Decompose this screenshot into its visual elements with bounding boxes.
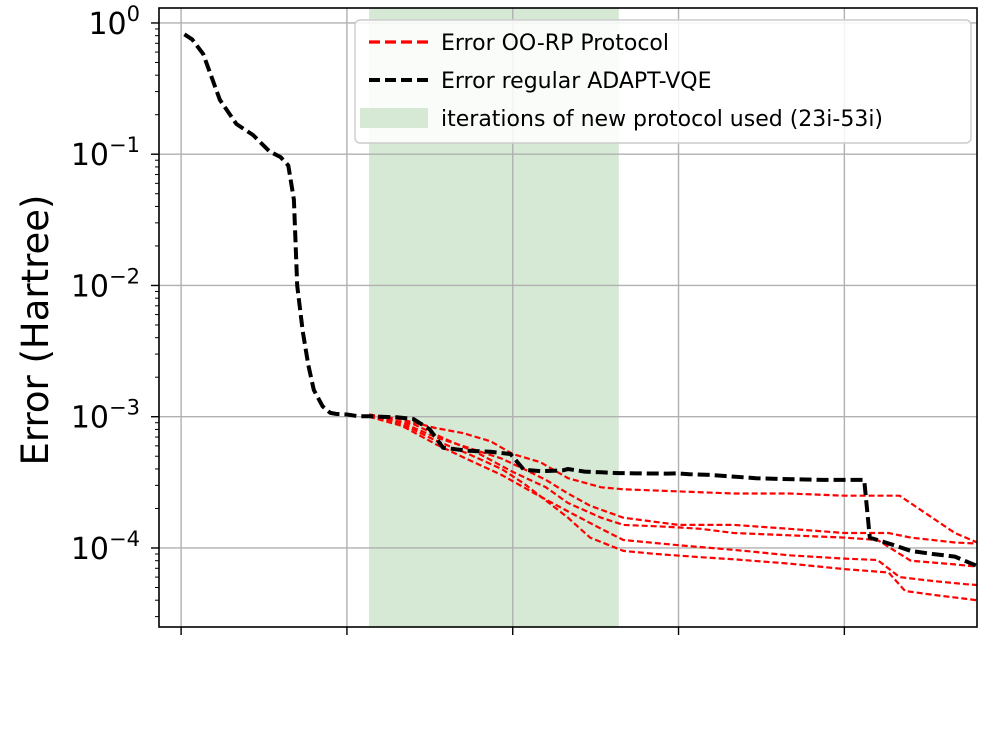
y-tick-label: 10−4 bbox=[71, 527, 140, 567]
series-layer bbox=[183, 32, 977, 602]
series-oo-rp-run-1 bbox=[368, 414, 977, 545]
y-tick-label: 10−2 bbox=[71, 264, 140, 304]
legend-label-region: iterations of new protocol used (23i-53i… bbox=[441, 107, 883, 132]
series-oo-rp-run-0 bbox=[368, 413, 977, 544]
series-oo-rp-run-4 bbox=[368, 413, 977, 602]
legend-label-oo-rp: Error OO-RP Protocol bbox=[441, 31, 669, 56]
legend-box bbox=[354, 19, 972, 144]
y-tick-label: 10−1 bbox=[71, 133, 140, 173]
y-tick-label: 10−3 bbox=[71, 396, 140, 436]
y-axis-title: Error (Hartree) bbox=[14, 195, 57, 466]
plot-frame bbox=[158, 7, 978, 628]
tick-layer: 100 10−1 10−2 10−3 10−4 bbox=[71, 2, 846, 635]
series-oo-rp-run-3 bbox=[368, 415, 977, 587]
y-tick-label: 100 bbox=[88, 2, 140, 42]
legend-swatch-region bbox=[360, 108, 428, 128]
series-regular-adapt-vqe bbox=[183, 32, 977, 568]
legend: Error OO-RP Protocol Error regular ADAPT… bbox=[354, 19, 972, 144]
legend-label-regular: Error regular ADAPT-VQE bbox=[441, 69, 712, 94]
